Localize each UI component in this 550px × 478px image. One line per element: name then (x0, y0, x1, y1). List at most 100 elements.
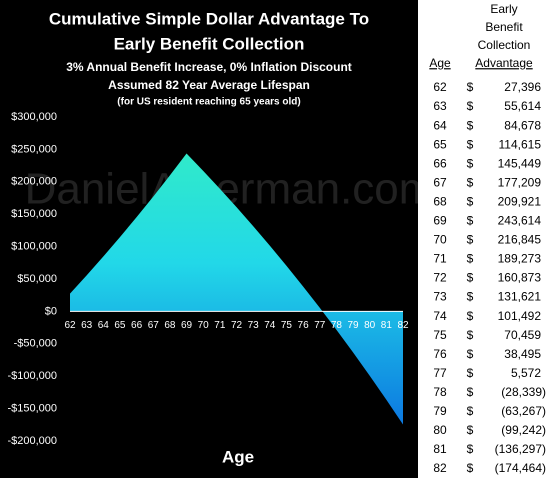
table-age: 78 (433, 385, 447, 399)
x-tick-label: 76 (298, 320, 310, 331)
table-age: 82 (433, 461, 447, 475)
x-tick-label: 81 (381, 320, 393, 331)
table-age: 77 (433, 366, 447, 380)
table-value: (99,242) (501, 423, 546, 437)
y-tick-label: $200,000 (11, 176, 57, 188)
chart-title: Cumulative Simple Dollar Advantage To (49, 9, 369, 28)
x-axis-label: Age (222, 447, 254, 466)
table-currency: $ (467, 137, 474, 151)
table-value: (28,339) (501, 385, 546, 399)
table-value: 131,621 (498, 290, 542, 304)
table-value: 189,273 (498, 252, 542, 266)
table-currency: $ (467, 461, 474, 475)
table-age: 68 (433, 194, 447, 208)
table-currency: $ (467, 290, 474, 304)
table-age: 69 (433, 214, 447, 228)
table-age: 63 (433, 99, 447, 113)
table-header: Benefit (485, 20, 523, 34)
table-age: 80 (433, 423, 447, 437)
x-tick-label: 65 (114, 320, 126, 331)
table-value: 243,614 (498, 214, 542, 228)
table-value: 38,495 (504, 347, 541, 361)
table-currency: $ (467, 309, 474, 323)
x-tick-label: 67 (148, 320, 160, 331)
chart-subtitle: (for US resident reaching 65 years old) (117, 97, 300, 108)
x-tick-label: 70 (198, 320, 210, 331)
table-age: 71 (433, 252, 447, 266)
table-value: 84,678 (504, 118, 541, 132)
table-value: (136,297) (495, 442, 546, 456)
x-tick-label: 68 (164, 320, 176, 331)
table-value: 209,921 (498, 194, 542, 208)
table-currency: $ (467, 80, 474, 94)
table-header: Advantage (475, 56, 533, 70)
y-tick-label: $250,000 (11, 143, 57, 155)
table-age: 65 (433, 137, 447, 151)
table-currency: $ (467, 366, 474, 380)
table-age: 81 (433, 442, 447, 456)
y-tick-label: $300,000 (11, 111, 57, 123)
x-tick-label: 79 (347, 320, 359, 331)
table-age: 62 (433, 80, 447, 94)
table-age: 64 (433, 118, 447, 132)
y-tick-label: $50,000 (17, 273, 57, 285)
x-tick-label: 80 (364, 320, 376, 331)
table-value: 114,615 (499, 137, 542, 151)
table-header: Age (429, 56, 451, 70)
table-currency: $ (467, 442, 474, 456)
table-currency: $ (467, 271, 474, 285)
table-age: 67 (433, 175, 447, 189)
area (70, 153, 403, 425)
x-tick-label: 63 (81, 320, 93, 331)
y-tick-label: $100,000 (11, 241, 57, 253)
table-currency: $ (467, 404, 474, 418)
table-currency: $ (467, 233, 474, 247)
x-tick-label: 64 (98, 320, 110, 331)
table-value: 55,614 (504, 99, 541, 113)
table-age: 72 (433, 271, 447, 285)
table-currency: $ (467, 194, 474, 208)
table-age: 74 (433, 309, 447, 323)
x-tick-label: 62 (64, 320, 76, 331)
x-tick-label: 73 (248, 320, 260, 331)
table-age: 79 (433, 404, 447, 418)
x-tick-label: 82 (397, 320, 409, 331)
table-age: 75 (433, 328, 447, 342)
x-tick-label: 74 (264, 320, 276, 331)
table-header: Early (490, 2, 517, 16)
table-currency: $ (467, 385, 474, 399)
table-currency: $ (467, 99, 474, 113)
y-tick-label: -$50,000 (14, 338, 57, 350)
y-tick-label: -$150,000 (7, 403, 57, 415)
table-value: 101,492 (498, 309, 542, 323)
table-currency: $ (467, 214, 474, 228)
table-currency: $ (467, 118, 474, 132)
x-tick-label: 77 (314, 320, 326, 331)
table-header: Collection (478, 38, 531, 52)
table-value: (174,464) (495, 461, 546, 475)
x-tick-label: 69 (181, 320, 193, 331)
table-value: 160,873 (498, 271, 542, 285)
table-currency: $ (467, 328, 474, 342)
y-tick-label: $150,000 (11, 208, 57, 220)
table-value: 5,572 (511, 366, 541, 380)
x-tick-label: 66 (131, 320, 143, 331)
table-age: 66 (433, 156, 447, 170)
x-tick-label: 71 (214, 320, 226, 331)
x-tick-label: 75 (281, 320, 293, 331)
table-currency: $ (467, 175, 474, 189)
x-tick-label: 72 (231, 320, 243, 331)
table-currency: $ (467, 347, 474, 361)
chart-subtitle: Assumed 82 Year Average Lifespan (108, 78, 310, 92)
table-age: 76 (433, 347, 447, 361)
table-value: 177,209 (498, 175, 542, 189)
table-value: 70,459 (504, 328, 541, 342)
table-value: (63,267) (501, 404, 546, 418)
table-currency: $ (467, 423, 474, 437)
y-tick-label: -$100,000 (7, 370, 57, 382)
table-age: 70 (433, 233, 447, 247)
table-value: 216,845 (498, 233, 542, 247)
x-tick-label: 78 (331, 320, 343, 331)
